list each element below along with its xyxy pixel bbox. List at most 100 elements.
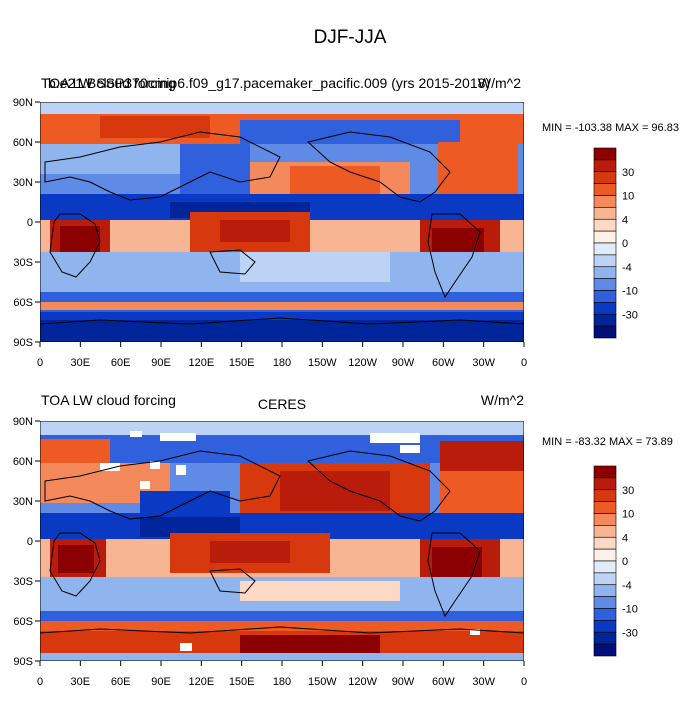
panel-ceres-colorbar-label: -4 bbox=[622, 580, 632, 592]
panel-ceres-colorbar-label: 0 bbox=[622, 556, 628, 568]
panel-model-map bbox=[40, 102, 524, 342]
panel-ceres-lat-label: 30S bbox=[13, 576, 33, 588]
panel-model-colorbar-label: -4 bbox=[622, 262, 632, 274]
panel-model-colorbar: 30 10 4 0 -4 -10 -30 bbox=[593, 147, 638, 339]
panel-model-lat-label: 60S bbox=[13, 297, 33, 309]
panel-model-lon-label: 150E bbox=[229, 357, 255, 369]
panel-ceres-title-left: TOA LW cloud forcing bbox=[41, 392, 176, 408]
panel-ceres-colorbar-label: 4 bbox=[622, 532, 628, 544]
panel-ceres-lon-label: 150E bbox=[229, 676, 255, 688]
panel-model-lat-label: 90S bbox=[13, 337, 33, 349]
panel-model-colorbar-segment bbox=[593, 278, 617, 291]
panel-model-colorbar-segment bbox=[593, 290, 617, 303]
panel-ceres-colorbar-segment bbox=[593, 584, 617, 597]
panel-ceres-lat-label: 90N bbox=[13, 416, 33, 428]
panel-model-units: W/m^2 bbox=[478, 75, 521, 91]
panel-model-colorbar-segment bbox=[593, 266, 617, 279]
panel-ceres-lon-label: 30W bbox=[472, 676, 495, 688]
panel-model-colorbar-label: -10 bbox=[622, 286, 638, 298]
panel-model-colorbar-segment bbox=[593, 325, 617, 339]
panel-ceres-colorbar-label: 30 bbox=[622, 485, 634, 497]
panel-ceres-map bbox=[40, 421, 524, 661]
panel-model-lon-label: 90E bbox=[151, 357, 171, 369]
panel-ceres-minmax: MIN = -83.32 MAX = 73.89 bbox=[542, 436, 673, 448]
panel-ceres-units: W/m^2 bbox=[481, 392, 524, 408]
panel-model-colorbar-segment bbox=[593, 171, 617, 184]
panel-model-colorbar-label: 10 bbox=[622, 191, 634, 203]
panel-ceres-colorbar-segment bbox=[593, 477, 617, 491]
panel-model-colorbar-segment bbox=[593, 313, 617, 327]
panel-model-colorbar-segment bbox=[593, 183, 617, 196]
panel-ceres-colorbar-segment bbox=[593, 631, 617, 645]
panel-ceres-colorbar-label: 10 bbox=[622, 509, 634, 521]
panel-model-colorbar-segment bbox=[593, 302, 617, 315]
panel-ceres-colorbar-segment bbox=[593, 513, 617, 526]
panel-model-lat-label: 30N bbox=[13, 177, 33, 189]
panel-model-colorbar-label: 30 bbox=[622, 167, 634, 179]
panel-model-colorbar-label: 4 bbox=[622, 214, 628, 226]
panel-ceres-colorbar: 30 10 4 0 -4 -10 -30 bbox=[593, 465, 638, 657]
panel-ceres-lon-label: 30E bbox=[71, 676, 91, 688]
panel-model-lon-label: 0 bbox=[521, 357, 527, 369]
panel-model-lon-ticks: 0 30E 60E 90E 120E 150E 180 150W 120W 90W 60W 30W 0 bbox=[37, 342, 527, 369]
panel-model-lat-ticks: 90N 60N 30N 0 30S 60S 90S bbox=[13, 97, 40, 349]
panel-ceres-colorbar-segment bbox=[593, 596, 617, 609]
panel-model-lon-label: 90W bbox=[392, 357, 415, 369]
panel-ceres-lon-label: 0 bbox=[37, 676, 43, 688]
panel-model-colorbar-segment bbox=[593, 147, 617, 161]
panel-ceres-lat-ticks: 90N 60N 30N 0 30S 60S 90S bbox=[13, 416, 40, 668]
panel-ceres-colorbar-segment bbox=[593, 560, 617, 574]
panel-ceres-lon-label: 120W bbox=[348, 676, 377, 688]
panel-model-colorbar-segment bbox=[593, 254, 617, 268]
panel-ceres-colorbar-segment bbox=[593, 643, 617, 657]
panel-model-minmax: MIN = -103.38 MAX = 96.83 bbox=[542, 122, 679, 134]
panel-model-colorbar-segment bbox=[593, 230, 617, 244]
panel-ceres-lon-label: 0 bbox=[521, 676, 527, 688]
panel-ceres-colorbar-segment bbox=[593, 608, 617, 621]
panel-ceres-title-center: CERES bbox=[258, 396, 306, 412]
panel-model-title-left: TOA LW cloud forcing bbox=[41, 75, 176, 91]
panel-model-lat-label: 30S bbox=[13, 257, 33, 269]
panel-ceres: TOA LW cloud forcing CERES W/m^2 MIN = -… bbox=[13, 392, 673, 688]
panel-model-lon-label: 120E bbox=[188, 357, 214, 369]
panel-ceres-lon-label: 150W bbox=[308, 676, 337, 688]
panel-ceres-colorbar-segment bbox=[593, 501, 617, 514]
panel-model-colorbar-label: 0 bbox=[622, 238, 628, 250]
panel-ceres-colorbar-segment bbox=[593, 620, 617, 633]
panel-ceres-lon-label: 180 bbox=[273, 676, 291, 688]
panel-ceres-colorbar-segment bbox=[593, 489, 617, 502]
panel-model-lon-label: 60E bbox=[111, 357, 131, 369]
panel-ceres-lon-label: 60E bbox=[111, 676, 131, 688]
panel-ceres-colorbar-label: -30 bbox=[622, 627, 638, 639]
panel-model-lon-label: 0 bbox=[37, 357, 43, 369]
panel-model-lat-label: 0 bbox=[27, 217, 33, 229]
panel-ceres-colorbar-segment bbox=[593, 572, 617, 586]
panel-ceres-colorbar-label: -10 bbox=[622, 604, 638, 616]
panel-model-lat-label: 60N bbox=[13, 137, 33, 149]
panel-model: TOA LW cloud forcing b.e21.BSSP370cmip6.… bbox=[13, 75, 679, 369]
panel-model-lon-label: 150W bbox=[308, 357, 337, 369]
panel-model-lon-label: 30E bbox=[71, 357, 91, 369]
panel-ceres-lon-label: 60W bbox=[432, 676, 455, 688]
panel-model-lon-label: 30W bbox=[472, 357, 495, 369]
panel-ceres-lat-label: 0 bbox=[27, 536, 33, 548]
page-title: DJF-JJA bbox=[314, 27, 387, 48]
panel-ceres-lon-label: 90E bbox=[151, 676, 171, 688]
panel-model-colorbar-label: -30 bbox=[622, 309, 638, 321]
panel-model-colorbar-segment bbox=[593, 207, 617, 220]
panel-ceres-colorbar-segment bbox=[593, 525, 617, 538]
panel-ceres-lat-label: 90S bbox=[13, 656, 33, 668]
panel-model-title-overlap: b.e21.BSSP370cmip6.f09_g17.pacemaker_pac… bbox=[48, 75, 490, 91]
panel-model-colorbar-segment bbox=[593, 242, 617, 256]
panel-model-colorbar-segment bbox=[593, 195, 617, 208]
panel-model-lon-label: 180 bbox=[273, 357, 291, 369]
panel-model-lat-label: 90N bbox=[13, 97, 33, 109]
panel-ceres-lon-label: 90W bbox=[392, 676, 415, 688]
panel-ceres-colorbar-segment bbox=[593, 548, 617, 562]
panel-ceres-lat-label: 60S bbox=[13, 616, 33, 628]
panel-model-lon-label: 60W bbox=[432, 357, 455, 369]
panel-ceres-lat-label: 30N bbox=[13, 496, 33, 508]
panel-model-colorbar-segment bbox=[593, 218, 617, 232]
panel-model-colorbar-segment bbox=[593, 159, 617, 173]
